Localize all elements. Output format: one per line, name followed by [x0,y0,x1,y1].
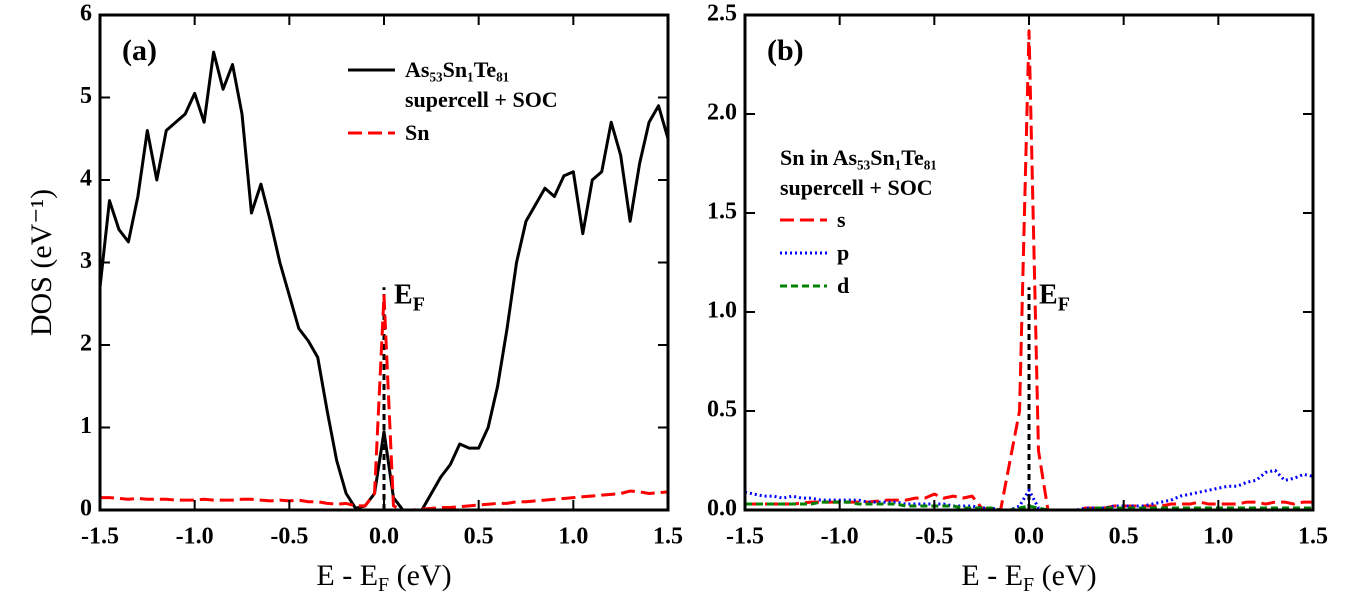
fermi-label-main: E [1039,280,1058,311]
y-tick-label: 1 [80,413,92,439]
x-axis-label-part: (eV) [389,559,451,592]
y-tick-label: 1.5 [707,199,737,225]
y-axis-label: DOS (eV⁻¹) [25,189,58,336]
fermi-label-sub: F [413,293,425,315]
series-line [98,50,670,512]
x-axis-label-part: E - E [961,559,1023,592]
y-tick-label: 2.5 [707,1,737,27]
legend-label: d [837,273,850,298]
y-tick-label: 0.5 [707,397,737,423]
x-tick-label: 0.0 [369,524,399,550]
fermi-label: EF [394,280,425,315]
y-tick-label: 0.0 [707,496,737,522]
y-tick-label: 6 [80,1,92,27]
fermi-label-main: E [394,280,413,311]
series-line [745,29,1313,512]
y-tick-label: 2 [80,331,92,357]
x-tick-label: 0.5 [1109,524,1139,550]
x-axis-label-part: (eV) [1034,559,1096,592]
y-tick-label: 0 [80,496,92,522]
y-tick-label: 1.0 [707,298,737,324]
x-tick-label: -1.0 [176,524,214,550]
legend-label: As₅₃Sn₁Te₈₁ supercell + SOC [405,57,558,112]
x-tick-label: -0.5 [915,524,953,550]
y-tick-label: 4 [80,166,92,192]
x-axis-label: E - EF (eV) [961,559,1096,596]
x-tick-label: 1.0 [1203,524,1233,550]
legend-label: p [837,240,850,265]
x-tick-label: 0.5 [464,524,494,550]
legend-label: Sn [405,120,430,145]
x-axis-label-sub: F [1023,574,1034,596]
panel-label: (a) [122,34,157,67]
y-tick-label: 3 [80,248,92,274]
legend-label: s [837,207,846,232]
legend-title: Sn in As₅₃Sn₁Te₈₁ supercell + SOC [780,145,937,200]
x-tick-label: -1.5 [81,524,119,550]
x-tick-label: 1.0 [558,524,588,550]
y-tick-label: 2.0 [707,100,737,126]
x-tick-label: 1.5 [653,524,683,550]
fermi-label: EF [1039,280,1070,315]
x-tick-label: -0.5 [270,524,308,550]
y-tick-label: 5 [80,83,92,109]
x-tick-label: -1.5 [726,524,764,550]
x-tick-label: 0.0 [1014,524,1044,550]
series-line [100,294,669,512]
fermi-label-sub: F [1058,293,1070,315]
panel-label: (b) [767,34,804,67]
x-tick-label: 1.5 [1298,524,1328,550]
x-axis-label: E - EF (eV) [316,559,451,596]
x-axis-label-part: E - E [316,559,378,592]
x-axis-label-sub: F [378,574,389,596]
x-tick-label: -1.0 [821,524,859,550]
